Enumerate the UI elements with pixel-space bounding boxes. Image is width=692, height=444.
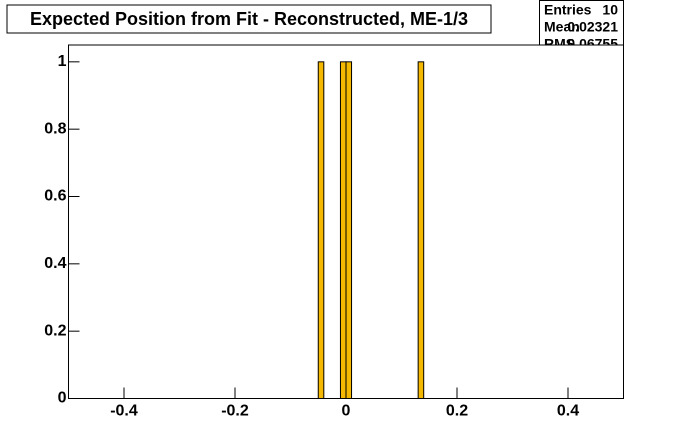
y-tick-label: 0 <box>58 390 67 407</box>
x-tick-label: -0.2 <box>221 403 249 420</box>
bar <box>345 61 353 399</box>
bar <box>317 61 325 399</box>
stats-value: 10 <box>602 2 618 18</box>
stats-label: Mean <box>544 19 580 35</box>
chart-title: Expected Position from Fit - Reconstruct… <box>30 9 468 29</box>
x-tick-label: 0.4 <box>557 403 579 420</box>
stats-value: 0.02321 <box>567 19 618 35</box>
bar <box>339 61 347 399</box>
stats-label: Entries <box>544 2 592 18</box>
x-tick-label: 0.2 <box>446 403 468 420</box>
x-tick-label: -0.4 <box>110 403 138 420</box>
y-tick-label: 0.6 <box>44 188 66 205</box>
y-tick-label: 1 <box>58 53 67 70</box>
y-tick-label: 0.2 <box>44 322 66 339</box>
bar <box>417 61 425 399</box>
plot-area: -0.4 -0.2 0 0.2 0.4 0 0.2 0.4 0.6 0.8 1 <box>44 44 624 420</box>
x-tick-label: 0 <box>342 403 351 420</box>
y-tick-label: 0.8 <box>44 120 66 137</box>
y-tick-label: 0.4 <box>44 255 66 272</box>
title-box <box>6 4 492 34</box>
